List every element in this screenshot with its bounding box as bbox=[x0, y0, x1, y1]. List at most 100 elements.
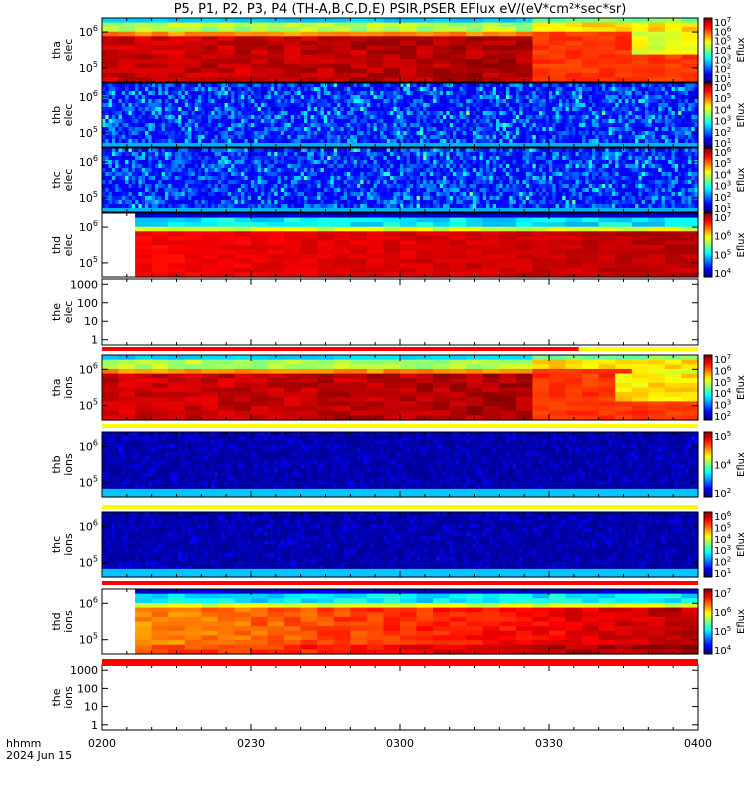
spectrogram-cell bbox=[267, 135, 272, 140]
spectrogram-cell bbox=[664, 72, 683, 79]
spectrogram-cell bbox=[224, 168, 229, 173]
spectrogram-cell bbox=[251, 208, 255, 213]
spectrogram-cell bbox=[207, 152, 212, 157]
spectrogram-cell bbox=[111, 99, 116, 104]
spectrogram-cell bbox=[151, 172, 156, 177]
spectrogram-cell bbox=[184, 107, 189, 112]
spectrogram-cell bbox=[267, 152, 272, 157]
spectrogram-cell bbox=[234, 87, 239, 92]
spectrogram-cell bbox=[406, 95, 411, 100]
spectrogram-cell bbox=[168, 95, 173, 100]
spectrogram-cell bbox=[615, 95, 620, 100]
spectrogram-cell bbox=[449, 99, 454, 104]
spectrogram-cell bbox=[496, 111, 500, 116]
spectrogram-cell bbox=[251, 196, 255, 201]
spectrogram-cell bbox=[168, 156, 173, 161]
spectrogram-cell bbox=[429, 139, 434, 144]
spectrogram-cell bbox=[678, 99, 683, 104]
spectrogram-cell bbox=[217, 91, 222, 96]
spectrogram-cell bbox=[426, 83, 431, 88]
spectrogram-cell bbox=[267, 99, 272, 104]
spectrogram-cell bbox=[443, 99, 447, 104]
spectrogram-cell bbox=[164, 188, 169, 193]
spectrogram-cell bbox=[631, 36, 649, 42]
spectrogram-cell bbox=[664, 123, 669, 128]
spectrogram-cell bbox=[356, 168, 361, 173]
spectrogram-cell bbox=[621, 115, 626, 120]
spectrogram-cell bbox=[449, 111, 454, 116]
spectrogram-cell bbox=[350, 172, 355, 177]
spectrogram-cell bbox=[174, 192, 179, 197]
spectrogram-cell bbox=[257, 172, 262, 177]
spectrogram-cell bbox=[323, 115, 328, 120]
spectrogram-cell bbox=[638, 135, 643, 140]
spectrogram-cell bbox=[509, 139, 514, 144]
spectrogram-cell bbox=[227, 172, 232, 177]
spectrogram-cell bbox=[337, 148, 341, 153]
spectrogram-cell bbox=[224, 107, 229, 112]
spectrogram-cell bbox=[340, 99, 345, 104]
spectrogram-cell bbox=[479, 131, 484, 136]
spectrogram-cell bbox=[356, 156, 361, 161]
spectrogram-cell bbox=[542, 107, 547, 112]
spectrogram-cell bbox=[416, 99, 421, 104]
spectrogram-cell bbox=[356, 95, 361, 100]
spectrogram-cell bbox=[664, 22, 683, 28]
spectrogram-cell bbox=[290, 119, 295, 124]
spectrogram-cell bbox=[529, 127, 534, 132]
spectrogram-cell bbox=[254, 172, 259, 177]
spectrogram-cell bbox=[340, 111, 345, 116]
spectrogram-cell bbox=[525, 143, 530, 148]
spectrogram-cell bbox=[472, 115, 477, 120]
colorbar-cell bbox=[704, 45, 712, 48]
spectrogram-cell bbox=[588, 91, 593, 96]
spectrogram-cell bbox=[383, 45, 401, 51]
spectrogram-cell bbox=[224, 196, 229, 201]
spectrogram-cell bbox=[393, 111, 398, 116]
spectrogram-cell bbox=[353, 168, 358, 173]
spectrogram-cell bbox=[231, 156, 236, 161]
spectrogram-cell bbox=[419, 103, 424, 108]
spectrogram-cell bbox=[323, 131, 328, 136]
spectrogram-cell bbox=[496, 99, 500, 104]
spectrogram-cell bbox=[333, 139, 338, 144]
spectrogram-cell bbox=[171, 103, 176, 108]
spectrogram-cell bbox=[459, 143, 464, 148]
spectrogram-cell bbox=[489, 127, 494, 132]
spectrogram-cell bbox=[121, 176, 126, 181]
spectrogram-cell bbox=[403, 119, 408, 124]
spectrogram-cell bbox=[310, 148, 315, 153]
spectrogram-cell bbox=[270, 91, 275, 96]
spectrogram-cell bbox=[284, 131, 289, 136]
spectrogram-cell bbox=[214, 87, 219, 92]
spectrogram-cell bbox=[366, 59, 385, 65]
spectrogram-cell bbox=[400, 127, 404, 132]
spectrogram-cell bbox=[601, 87, 606, 92]
spectrogram-cell bbox=[211, 208, 216, 213]
spectrogram-cell bbox=[320, 127, 325, 132]
spectrogram-cell bbox=[138, 152, 143, 157]
spectrogram-cell bbox=[227, 168, 232, 173]
spectrogram-cell bbox=[668, 127, 673, 132]
spectrogram-cell bbox=[313, 160, 318, 165]
spectrogram-cell bbox=[184, 99, 189, 104]
spectrogram-cell bbox=[145, 123, 149, 128]
spectrogram-cell bbox=[198, 192, 202, 197]
spectrogram-cell bbox=[161, 164, 166, 169]
spectrogram-cell bbox=[254, 176, 259, 181]
spectrogram-cell bbox=[168, 168, 173, 173]
spectrogram-cell bbox=[353, 143, 358, 148]
spectrogram-cell bbox=[525, 83, 530, 88]
spectrogram-cell bbox=[138, 164, 143, 169]
spectrogram-cell bbox=[148, 160, 153, 165]
spectrogram-cell bbox=[605, 91, 610, 96]
spectrogram-cell bbox=[115, 111, 120, 116]
spectrogram-cell bbox=[350, 107, 355, 112]
spectrogram-cell bbox=[270, 123, 275, 128]
spectrogram-cell bbox=[522, 95, 527, 100]
spectrogram-cell bbox=[366, 63, 385, 69]
spectrogram-cell bbox=[370, 180, 375, 185]
spectrogram-cell bbox=[664, 87, 669, 92]
spectrogram-cell bbox=[320, 164, 325, 169]
spectrogram-cell bbox=[347, 115, 351, 120]
